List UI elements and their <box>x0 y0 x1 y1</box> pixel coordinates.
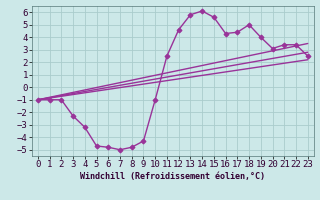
X-axis label: Windchill (Refroidissement éolien,°C): Windchill (Refroidissement éolien,°C) <box>80 172 265 181</box>
